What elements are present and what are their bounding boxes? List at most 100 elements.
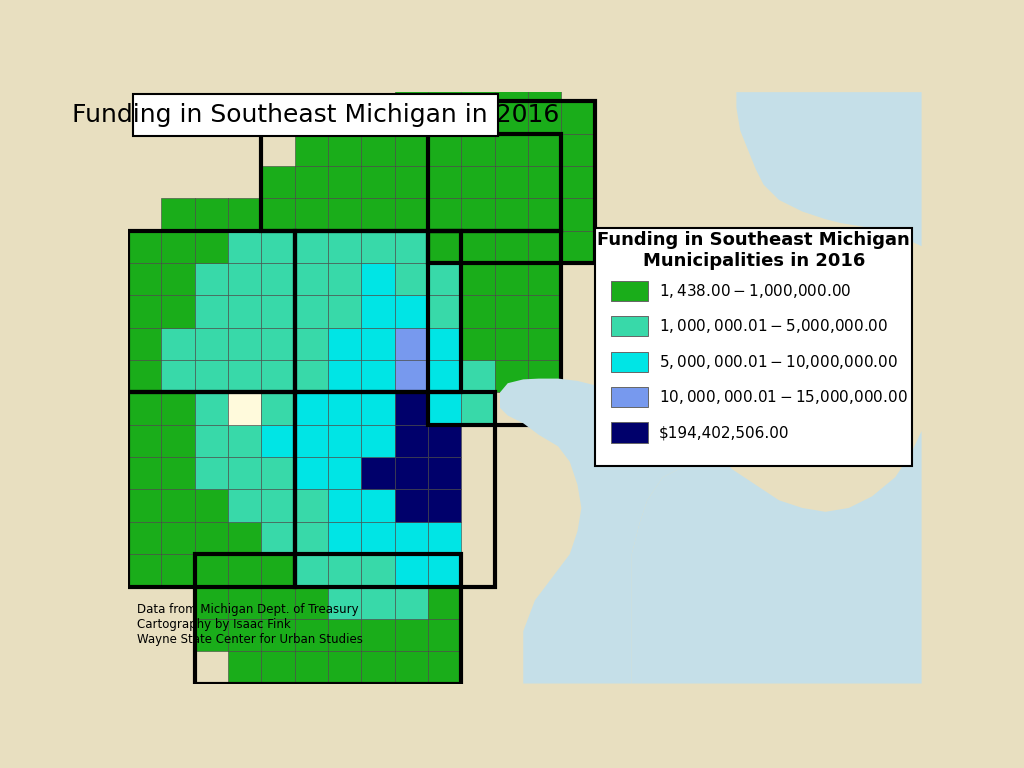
Bar: [162, 360, 195, 392]
Bar: [428, 457, 461, 489]
Bar: [428, 230, 561, 425]
Bar: [261, 134, 561, 230]
Bar: [228, 392, 261, 425]
Bar: [295, 425, 328, 457]
Bar: [162, 425, 195, 457]
Bar: [295, 392, 495, 587]
Bar: [328, 457, 361, 489]
Bar: [228, 263, 261, 296]
Bar: [461, 230, 495, 263]
Bar: [195, 554, 228, 587]
Bar: [361, 166, 394, 198]
Bar: [394, 587, 428, 619]
Bar: [228, 425, 261, 457]
Bar: [611, 281, 648, 301]
Bar: [428, 328, 461, 360]
Bar: [228, 328, 261, 360]
Bar: [295, 328, 328, 360]
Bar: [228, 587, 261, 619]
Bar: [228, 360, 261, 392]
Polygon shape: [500, 379, 717, 684]
Bar: [428, 134, 461, 166]
Bar: [261, 554, 295, 587]
Bar: [611, 422, 648, 442]
Bar: [361, 554, 394, 587]
Bar: [461, 328, 495, 360]
Bar: [361, 619, 394, 651]
Bar: [261, 521, 295, 554]
Bar: [228, 521, 261, 554]
Bar: [428, 166, 461, 198]
Bar: [295, 457, 328, 489]
Bar: [394, 489, 428, 521]
Bar: [295, 296, 328, 328]
Bar: [361, 521, 394, 554]
Bar: [394, 134, 428, 166]
Bar: [394, 69, 428, 101]
Bar: [495, 166, 528, 198]
Bar: [528, 101, 561, 134]
Bar: [428, 101, 461, 134]
Bar: [128, 489, 162, 521]
Bar: [328, 360, 361, 392]
Bar: [228, 230, 261, 263]
Bar: [295, 360, 328, 392]
Bar: [261, 328, 295, 360]
Bar: [162, 489, 195, 521]
Bar: [328, 392, 361, 425]
Bar: [195, 521, 228, 554]
Bar: [295, 651, 328, 684]
Bar: [328, 651, 361, 684]
Bar: [428, 360, 461, 392]
Bar: [128, 263, 162, 296]
Text: $10,000,000.01 - $15,000,000.00: $10,000,000.01 - $15,000,000.00: [658, 388, 907, 406]
Bar: [195, 360, 228, 392]
Bar: [295, 230, 328, 263]
Bar: [528, 360, 561, 392]
Bar: [394, 198, 428, 230]
Bar: [195, 489, 228, 521]
Bar: [261, 489, 295, 521]
Bar: [561, 198, 595, 230]
Bar: [428, 392, 461, 425]
Bar: [128, 554, 162, 587]
Bar: [495, 296, 528, 328]
Bar: [495, 360, 528, 392]
Bar: [162, 230, 195, 263]
Bar: [162, 263, 195, 296]
Bar: [162, 392, 195, 425]
Bar: [428, 263, 461, 296]
Bar: [461, 392, 495, 425]
Bar: [528, 263, 561, 296]
Bar: [261, 587, 295, 619]
Bar: [162, 521, 195, 554]
Bar: [195, 392, 228, 425]
Bar: [361, 489, 394, 521]
Bar: [328, 554, 361, 587]
Bar: [295, 134, 328, 166]
Bar: [328, 489, 361, 521]
Bar: [261, 392, 295, 425]
Bar: [261, 360, 295, 392]
Bar: [394, 101, 428, 134]
Bar: [195, 554, 461, 684]
Bar: [495, 101, 528, 134]
Bar: [261, 651, 295, 684]
Bar: [394, 360, 428, 392]
Bar: [394, 263, 428, 296]
Text: $1,000,000.01 - $5,000,000.00: $1,000,000.01 - $5,000,000.00: [658, 317, 888, 336]
Text: $194,402,506.00: $194,402,506.00: [658, 425, 790, 440]
Bar: [561, 101, 595, 134]
Bar: [361, 296, 394, 328]
Text: Funding in Southeast Michigan
Municipalities in 2016: Funding in Southeast Michigan Municipali…: [597, 231, 910, 270]
Bar: [495, 198, 528, 230]
Bar: [361, 134, 394, 166]
Bar: [394, 521, 428, 554]
Bar: [162, 457, 195, 489]
Bar: [295, 554, 328, 587]
Bar: [162, 554, 195, 587]
Bar: [428, 101, 595, 263]
Bar: [495, 134, 528, 166]
Bar: [195, 230, 228, 263]
Bar: [394, 457, 428, 489]
